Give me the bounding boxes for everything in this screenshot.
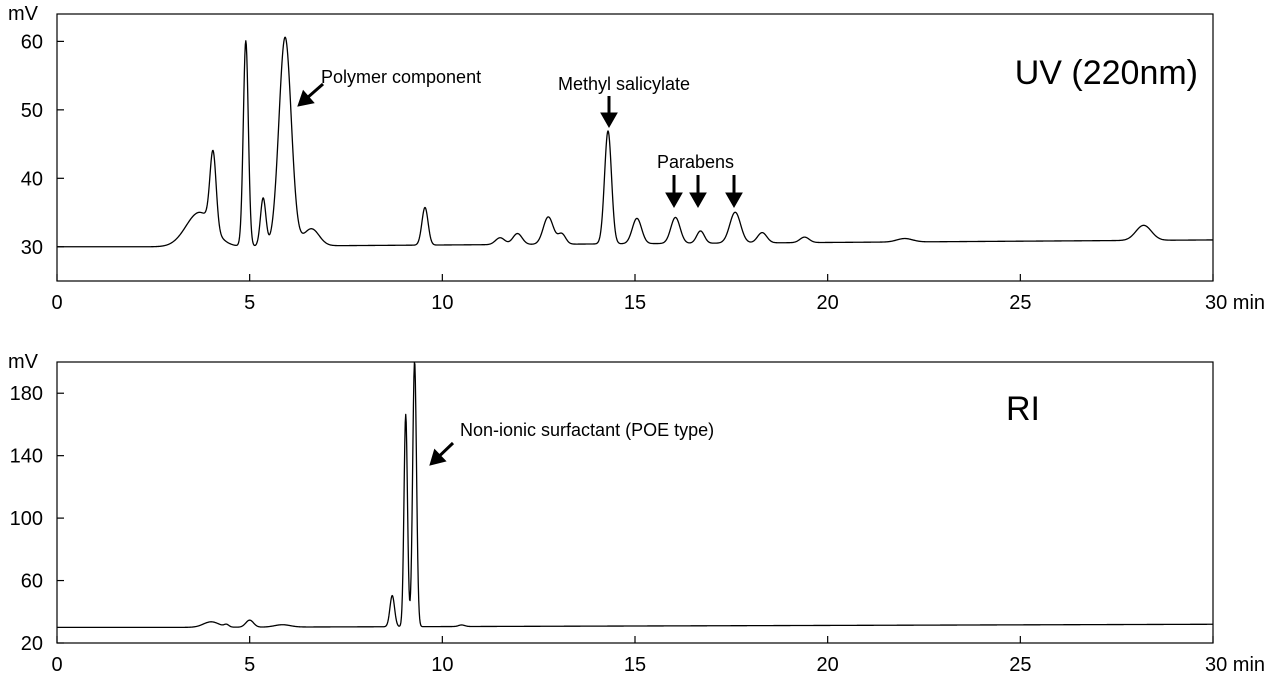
ri-y-unit: mV: [8, 351, 39, 373]
ri-x-tick-label: 15: [624, 654, 646, 675]
ri-chromatogram-trace: [56, 361, 1214, 629]
uv-annotation-arrow-0-head: [297, 89, 315, 107]
uv-annotation-arrow-0-shaft: [305, 82, 324, 100]
ri-y-tick-label: 60: [21, 571, 43, 593]
ri-x-tick-label: 0: [51, 654, 62, 675]
ri-x-tick-label: 30 min: [1205, 654, 1265, 675]
ri-annotation-arrow-0-head: [429, 448, 447, 466]
uv-x-tick-label: 15: [624, 292, 646, 314]
uv-detector-title: UV (220nm): [1015, 54, 1198, 92]
ri-x-tick-label: 5: [244, 654, 255, 675]
uv-annotation-arrow-1-head: [600, 112, 618, 129]
uv-chromatogram-trace: [56, 36, 1214, 248]
uv-annotation-arrow-2-head: [665, 192, 683, 209]
ri-detector-title: RI: [1006, 390, 1040, 428]
uv-x-tick-label: 10: [431, 292, 453, 314]
ri-annotation-arrow-0-shaft: [437, 441, 455, 459]
uv-x-tick-label: 30 min: [1205, 292, 1265, 314]
uv-y-unit: mV: [8, 3, 39, 25]
ri-y-tick-label: 180: [10, 383, 43, 405]
uv-x-tick-label: 0: [51, 292, 62, 314]
uv-y-tick-label: 60: [21, 31, 43, 53]
ri-x-tick-label: 25: [1009, 654, 1031, 675]
uv-chromatogram-panel: mV 30 40 50 60 0 5 10 15 20 25 30 min UV (220nm) Poly…: [8, 3, 1265, 314]
ri-x-tick-label: 10: [431, 654, 453, 675]
uv-annotation-label: Parabens: [657, 152, 734, 172]
ri-x-tick-label: 20: [817, 654, 839, 675]
ri-annotation-label: Non-ionic surfactant (POE type): [460, 420, 714, 440]
uv-annotation-label: Polymer component: [321, 67, 481, 87]
uv-y-tick-label: 30: [21, 237, 43, 259]
uv-x-tick-label: 20: [817, 292, 839, 314]
ri-y-tick-label: 100: [10, 508, 43, 530]
uv-x-tick-label: 5: [244, 292, 255, 314]
ri-y-tick-label: 140: [10, 446, 43, 468]
uv-annotation-arrow-3-head: [689, 192, 707, 209]
uv-x-tick-label: 25: [1009, 292, 1031, 314]
ri-chromatogram-panel: mV 20 60 100 140 180 0 5 10 15 20 25 30 min RI Non-ion…: [8, 351, 1265, 675]
ri-y-tick-label: 20: [21, 633, 43, 655]
uv-y-tick-label: 40: [21, 168, 43, 190]
uv-annotation-label: Methyl salicylate: [558, 74, 690, 94]
uv-annotation-arrow-4-head: [725, 192, 743, 209]
uv-y-tick-label: 50: [21, 100, 43, 122]
